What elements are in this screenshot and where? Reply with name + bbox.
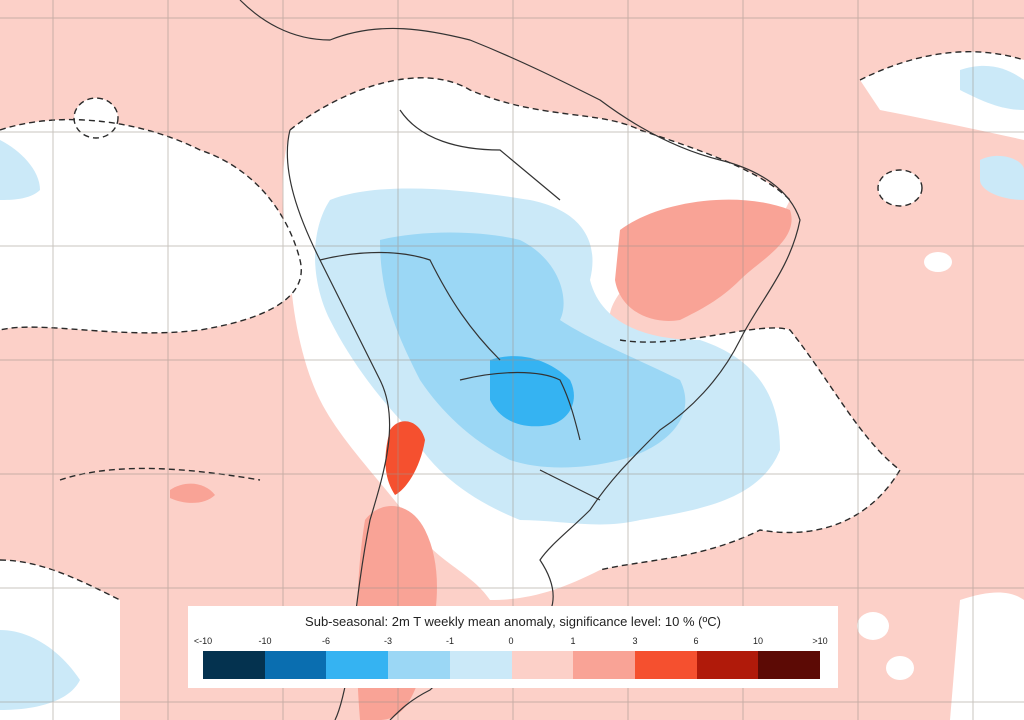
legend-swatch <box>326 651 389 679</box>
legend-title: Sub-seasonal: 2m T weekly mean anomaly, … <box>305 614 721 629</box>
legend-swatch <box>449 651 512 679</box>
tick-label: 0 <box>508 636 514 646</box>
tick-label: >10 <box>812 636 828 646</box>
legend-colorbar <box>203 651 821 679</box>
tick-label: 10 <box>752 636 763 646</box>
cool-anomaly-strong <box>490 356 574 427</box>
legend: Sub-seasonal: 2m T weekly mean anomaly, … <box>188 606 838 688</box>
tick-label: -6 <box>321 636 330 646</box>
tick-label: 1 <box>570 636 576 646</box>
tick-label: 3 <box>632 636 638 646</box>
legend-swatch <box>634 651 697 679</box>
legend-swatch <box>388 651 450 679</box>
tick-label: <-10 <box>193 636 213 646</box>
legend-swatch <box>573 651 635 679</box>
cool-anomaly-medium <box>380 232 686 468</box>
legend-swatch <box>511 651 574 679</box>
legend-swatch <box>203 651 265 679</box>
tick-label: -10 <box>258 636 272 646</box>
tick-label: 6 <box>693 636 699 646</box>
tick-label: -3 <box>383 636 392 646</box>
tick-label: -1 <box>445 636 454 646</box>
legend-swatch <box>696 651 759 679</box>
legend-swatch <box>264 651 327 679</box>
legend-swatch <box>758 651 821 679</box>
